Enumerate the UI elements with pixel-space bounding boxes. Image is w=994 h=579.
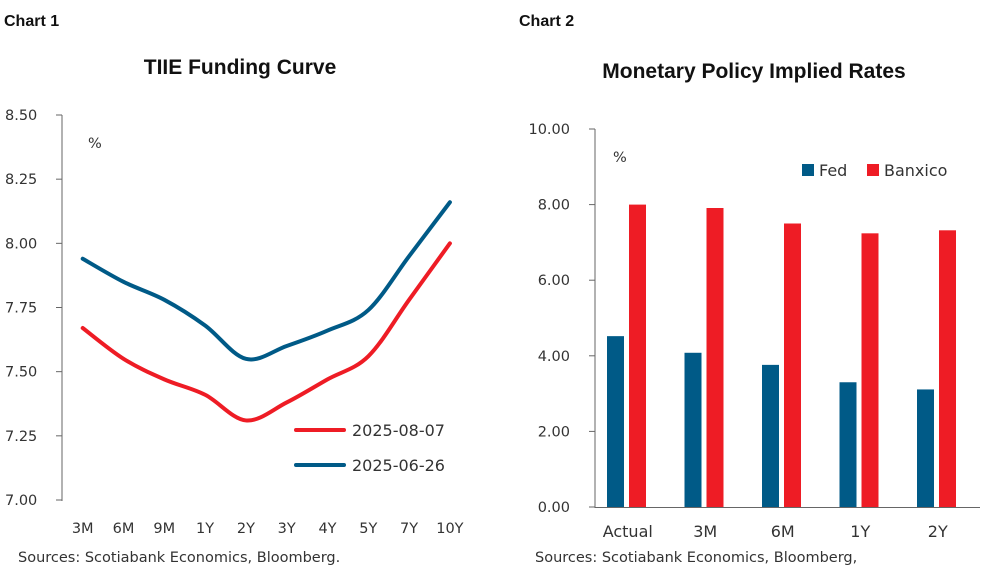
legend-label: 2025-06-26: [352, 456, 445, 475]
bar-fed-Actual: [607, 336, 624, 507]
y-tick-label: 8.25: [5, 172, 37, 188]
bar-banxico-6M: [784, 223, 801, 507]
y-tick-label: 7.75: [5, 301, 37, 317]
x-tick-label: Actual: [603, 522, 653, 541]
x-tick-label: 5Y: [359, 521, 377, 537]
x-tick-label: 9M: [153, 521, 175, 537]
x-tick-label: 4Y: [318, 521, 336, 537]
chart-2-y-unit: %: [613, 150, 627, 166]
y-tick-label: 6.00: [538, 273, 570, 289]
series-line-2025-08-07: [80, 241, 452, 423]
y-tick-label: 8.00: [538, 198, 570, 214]
x-tick-label: 1Y: [850, 522, 870, 541]
chart-2-label: Chart 2: [519, 13, 574, 30]
series-line-2025-06-26: [80, 200, 452, 362]
chart-1-source: Sources: Scotiabank Economics, Bloomberg…: [18, 550, 340, 566]
chart-2-source: Sources: Scotiabank Economics, Bloomberg…: [535, 550, 857, 566]
chart-1-label: Chart 1: [4, 13, 59, 30]
legend-label: Fed: [819, 161, 847, 180]
legend-swatch: [867, 164, 879, 176]
bar-banxico-1Y: [861, 233, 879, 507]
y-tick-label: 4.00: [538, 349, 570, 365]
chart-2: Chart 2 Monetary Policy Implied Rates % …: [519, 13, 980, 566]
y-tick-label: 7.00: [5, 493, 37, 509]
y-tick-label: 0.00: [538, 500, 570, 516]
x-tick-label: 1Y: [196, 521, 214, 537]
x-tick-label: 10Y: [436, 521, 463, 537]
x-tick-label: 3M: [72, 521, 94, 537]
chart-1-title: TIIE Funding Curve: [144, 56, 337, 79]
bar-banxico-3M: [706, 208, 724, 507]
y-tick-label: 2.00: [538, 424, 570, 440]
chart-2-title: Monetary Policy Implied Rates: [602, 60, 905, 83]
y-tick-label: 7.25: [5, 429, 37, 445]
x-tick-label: 3M: [693, 522, 717, 541]
chart-1: Chart 1 TIIE Funding Curve % 7.00 7.25 7.5…: [4, 13, 464, 566]
x-tick-label: 2Y: [237, 521, 255, 537]
y-tick-label: 7.50: [5, 365, 37, 381]
y-tick-label: 8.50: [5, 108, 37, 124]
x-tick-label: 3Y: [278, 521, 296, 537]
x-tick-label: 7Y: [400, 521, 418, 537]
chart-1-y-unit: %: [88, 136, 102, 152]
y-tick-label: 8.00: [5, 236, 37, 252]
bar-fed-1Y: [839, 382, 857, 507]
legend-label: 2025-08-07: [352, 421, 445, 440]
bar-fed-2Y: [917, 389, 934, 507]
bar-banxico-2Y: [939, 230, 956, 507]
bar-fed-6M: [762, 364, 779, 507]
y-tick-label: 10.00: [528, 122, 570, 138]
legend-swatch: [802, 164, 814, 176]
legend-label: Banxico: [884, 161, 947, 180]
bar-banxico-Actual: [629, 204, 646, 507]
bar-fed-3M: [684, 352, 702, 507]
x-tick-label: 2Y: [928, 522, 948, 541]
x-tick-label: 6M: [771, 522, 795, 541]
x-tick-label: 6M: [113, 521, 135, 537]
